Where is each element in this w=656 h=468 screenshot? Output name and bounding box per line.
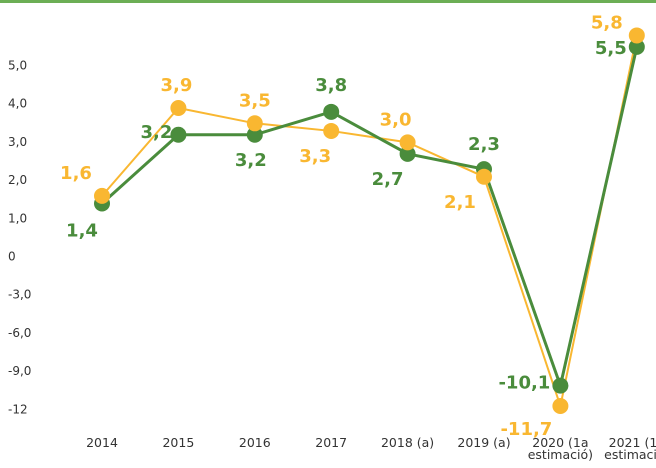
data-label: 2,7: [372, 169, 404, 190]
y-tick-label: -6,0: [8, 326, 31, 340]
data-label: 3,0: [380, 109, 412, 130]
top-border: [0, 0, 656, 3]
data-point: [323, 122, 340, 139]
data-label: -11,7: [500, 419, 552, 440]
data-point: [246, 126, 263, 143]
x-tick-label: 2015: [162, 435, 195, 450]
x-tick-label: 2018 (a): [380, 435, 435, 450]
data-label: 5,5: [595, 38, 627, 59]
y-tick-label: -9,0: [8, 364, 31, 378]
data-label: 3,5: [239, 90, 271, 111]
data-label: 2,1: [444, 192, 476, 213]
y-tick-label: 3,0: [8, 135, 27, 149]
data-point: [628, 27, 645, 44]
data-point: [94, 187, 110, 204]
data-point: [552, 397, 569, 414]
data-point: [399, 145, 416, 162]
data-point: [628, 38, 645, 55]
data-label: 3,9: [160, 75, 192, 96]
data-point: [323, 103, 340, 120]
data-label: 3,2: [140, 122, 172, 143]
data-point: [399, 134, 416, 151]
x-tick-label: 2016: [238, 435, 271, 450]
series-line: [100, 46, 639, 392]
data-label: 3,8: [315, 75, 347, 96]
data-label: 1,6: [60, 163, 92, 184]
data-point: [476, 168, 492, 185]
y-tick-label: 1,0: [8, 211, 27, 225]
y-tick-label: -12: [8, 402, 28, 416]
y-tick-label: -3,0: [8, 288, 31, 302]
y-tick-label: 4,0: [8, 97, 27, 111]
data-label: -10,1: [498, 373, 550, 394]
data-label: 1,4: [66, 221, 98, 242]
y-tick-label: 2,0: [8, 173, 27, 187]
x-tick-label: 2017: [315, 435, 348, 450]
y-tick-label: 5,0: [8, 59, 27, 73]
x-tick-label: 2021 (1a estimació): [604, 435, 656, 462]
x-tick-label: 2019 (a): [457, 435, 511, 450]
series-line: [101, 35, 638, 410]
data-label: 3,2: [235, 150, 267, 171]
y-tick-label: 0: [8, 250, 16, 264]
x-tick-label: 2014: [86, 435, 118, 450]
data-label: 3,3: [299, 146, 331, 167]
data-point: [170, 100, 187, 117]
data-point: [170, 126, 187, 143]
data-point: [246, 115, 263, 132]
x-tick-label: 2020 (1a estimació): [527, 435, 594, 462]
data-point: [552, 377, 569, 394]
data-label: 2,3: [468, 134, 500, 155]
data-label: 5,8: [591, 12, 623, 33]
